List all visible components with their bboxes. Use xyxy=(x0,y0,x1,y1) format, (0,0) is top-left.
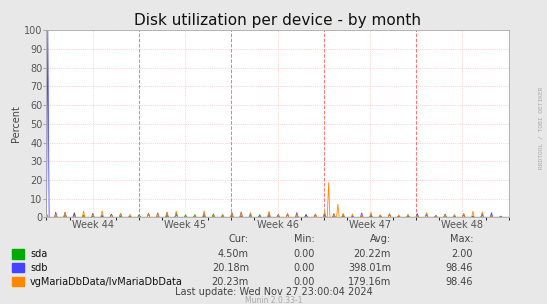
Text: sda: sda xyxy=(30,250,48,259)
Y-axis label: Percent: Percent xyxy=(11,105,21,142)
Text: Munin 2.0.33-1: Munin 2.0.33-1 xyxy=(245,296,302,304)
Text: 0.00: 0.00 xyxy=(293,263,315,273)
Text: sdb: sdb xyxy=(30,263,48,273)
Text: 0.00: 0.00 xyxy=(293,277,315,287)
Text: RRDTOOL / TOBI OETIKER: RRDTOOL / TOBI OETIKER xyxy=(538,86,543,169)
Text: 179.16m: 179.16m xyxy=(348,277,391,287)
Text: Cur:: Cur: xyxy=(229,234,249,244)
Text: Last update: Wed Nov 27 23:00:04 2024: Last update: Wed Nov 27 23:00:04 2024 xyxy=(174,287,373,297)
Title: Disk utilization per device - by month: Disk utilization per device - by month xyxy=(134,13,421,28)
Text: 98.46: 98.46 xyxy=(446,263,473,273)
Text: 0.00: 0.00 xyxy=(293,250,315,259)
Text: 4.50m: 4.50m xyxy=(218,250,249,259)
Text: 2.00: 2.00 xyxy=(452,250,473,259)
Text: 20.22m: 20.22m xyxy=(354,250,391,259)
Text: 20.18m: 20.18m xyxy=(212,263,249,273)
Text: Max:: Max: xyxy=(450,234,473,244)
Text: Avg:: Avg: xyxy=(370,234,391,244)
Text: Min:: Min: xyxy=(294,234,315,244)
Text: 20.23m: 20.23m xyxy=(212,277,249,287)
Text: vgMariaDbData/lvMariaDbData: vgMariaDbData/lvMariaDbData xyxy=(30,277,183,287)
Text: 398.01m: 398.01m xyxy=(348,263,391,273)
Text: 98.46: 98.46 xyxy=(446,277,473,287)
